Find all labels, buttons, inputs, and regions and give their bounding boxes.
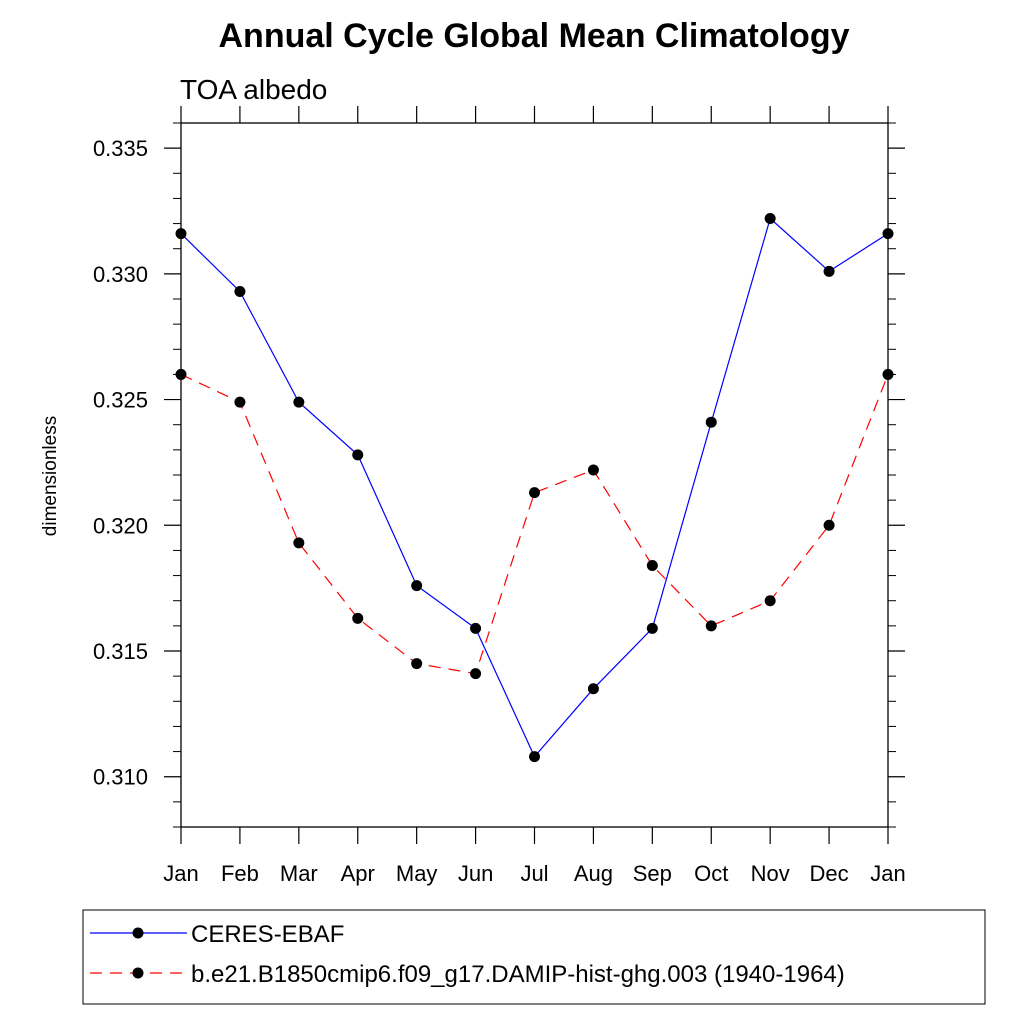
x-tick-label: Oct xyxy=(694,861,728,886)
x-tick-label: Dec xyxy=(810,861,849,886)
x-tick-label: Feb xyxy=(221,861,259,886)
series-1-point xyxy=(293,396,305,408)
series-2-point xyxy=(175,368,187,380)
x-tick-label: May xyxy=(396,861,438,886)
series-1-point xyxy=(646,622,658,634)
y-axis-label: dimensionless xyxy=(40,416,61,536)
y-tick-label: 0.330 xyxy=(93,262,148,287)
series-layer xyxy=(175,213,894,763)
series-1-point xyxy=(882,228,894,240)
legend: CERES-EBAF b.e21.B1850cmip6.f09_g17.DAMIP… xyxy=(82,909,986,1005)
x-tick-label: Mar xyxy=(280,861,318,886)
series-2-point xyxy=(293,537,305,549)
legend-label-1: CERES-EBAF xyxy=(191,921,344,948)
series-1-point xyxy=(587,683,599,695)
x-tick-label: Jan xyxy=(870,861,905,886)
series-2-point xyxy=(646,560,658,572)
y-tick-label: 0.320 xyxy=(93,513,148,538)
x-tick-label: Jul xyxy=(520,861,548,886)
axis-ticks xyxy=(164,106,905,844)
legend-box xyxy=(82,909,986,1005)
series-1-point xyxy=(411,580,423,592)
chart-subtitle: TOA albedo xyxy=(180,74,327,105)
series-2-point xyxy=(411,658,423,670)
series-2-point xyxy=(587,464,599,476)
series-2-point xyxy=(234,396,246,408)
x-tick-label: Sep xyxy=(633,861,672,886)
y-tick-label: 0.325 xyxy=(93,388,148,413)
y-tick-label: 0.335 xyxy=(93,136,148,161)
x-tick-label: Aug xyxy=(574,861,613,886)
legend-items: CERES-EBAF b.e21.B1850cmip6.f09_g17.DAMIP… xyxy=(90,921,845,988)
series-1-point xyxy=(175,228,187,240)
y-tick-labels: 0.310 0.315 0.320 0.325 0.330 0.335 xyxy=(93,136,148,790)
series-2-point xyxy=(764,595,776,607)
series-1-point xyxy=(352,449,364,461)
x-tick-label: Nov xyxy=(751,861,790,886)
series-2-point xyxy=(882,368,894,380)
series-line-2 xyxy=(180,373,889,675)
series-1-point xyxy=(823,265,835,277)
y-tick-label: 0.310 xyxy=(93,765,148,790)
series-2-point xyxy=(529,487,540,499)
x-tick-label: Jun xyxy=(458,861,493,886)
series-1-point xyxy=(234,285,246,297)
series-2-point xyxy=(705,620,717,632)
series-2-point xyxy=(352,612,364,624)
series-1-point xyxy=(529,751,540,763)
series-1-point xyxy=(470,622,482,634)
legend-label-2: b.e21.B1850cmip6.f09_g17.DAMIP-hist-ghg.… xyxy=(191,961,845,988)
y-tick-label: 0.315 xyxy=(93,639,148,664)
series-2-point xyxy=(823,519,835,531)
x-tick-label: Apr xyxy=(341,861,375,886)
chart-title: Annual Cycle Global Mean Climatology xyxy=(219,17,850,55)
series-2-point xyxy=(470,668,482,680)
series-1-point xyxy=(705,416,717,428)
x-tick-labels: Jan Feb Mar Apr May Jun Jul Aug Sep Oct Nov Dec Jan xyxy=(163,861,905,886)
series-1-point xyxy=(764,213,776,225)
legend-marker-1 xyxy=(132,927,144,939)
x-tick-label: Jan xyxy=(163,861,198,886)
legend-marker-2 xyxy=(132,967,144,979)
